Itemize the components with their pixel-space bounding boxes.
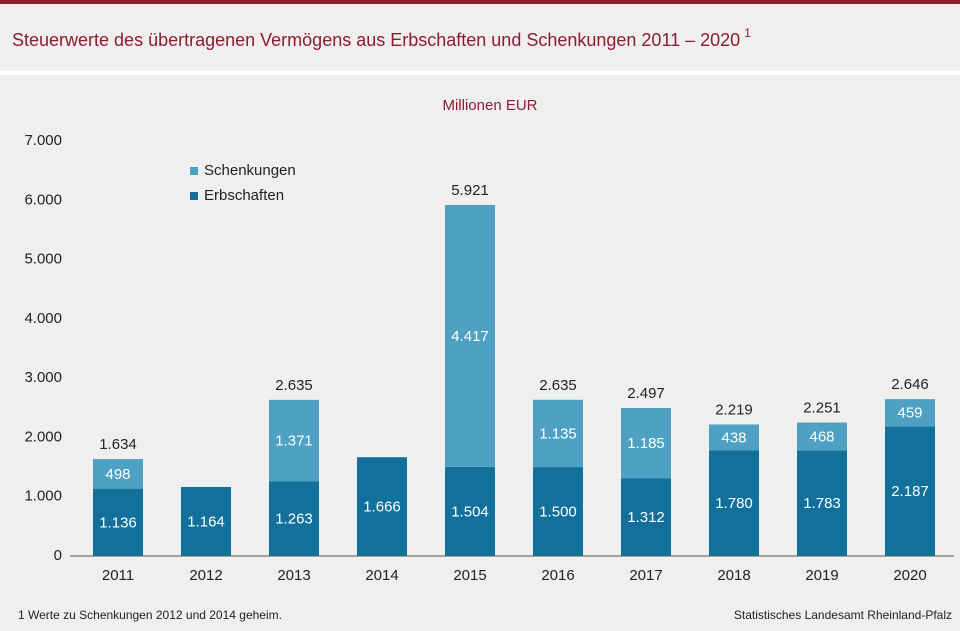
x-tick-label: 2012 bbox=[189, 567, 222, 584]
bar-value-label: 1.500 bbox=[539, 504, 577, 521]
bar-segment bbox=[533, 399, 583, 468]
bar-value-label: 2.187 bbox=[891, 483, 929, 500]
bar-value-label: 1.504 bbox=[451, 503, 489, 520]
footnote: 1 Werte zu Schenkungen 2012 und 2014 geh… bbox=[18, 608, 282, 622]
total-label: 5.921 bbox=[451, 182, 489, 199]
x-tick-label: 2014 bbox=[365, 567, 398, 584]
bar-segment bbox=[621, 478, 671, 556]
bar-value-label: 1.135 bbox=[539, 425, 577, 442]
bar-segment bbox=[269, 481, 319, 556]
bar-segment bbox=[885, 399, 935, 427]
bar-segment bbox=[445, 204, 495, 467]
bar-value-label: 1.136 bbox=[99, 514, 137, 531]
bar-segment bbox=[709, 450, 759, 556]
top-bar bbox=[0, 0, 960, 4]
y-tick-label: 5.000 bbox=[24, 251, 62, 268]
y-tick-label: 6.000 bbox=[24, 191, 62, 208]
title-footnote-mark: 1 bbox=[744, 26, 751, 40]
x-tick-label: 2020 bbox=[893, 567, 926, 584]
legend-swatch bbox=[190, 167, 198, 175]
bar-value-label: 1.164 bbox=[187, 513, 225, 530]
bar-segment bbox=[797, 422, 847, 451]
bar-value-label: 1.371 bbox=[275, 432, 313, 449]
bar-segment bbox=[93, 459, 143, 489]
total-label: 2.219 bbox=[715, 401, 753, 418]
bar-segment bbox=[93, 488, 143, 556]
legend-swatch bbox=[190, 192, 198, 200]
x-tick-label: 2011 bbox=[102, 567, 134, 584]
y-tick-label: 0 bbox=[54, 547, 62, 564]
bar-value-label: 459 bbox=[897, 405, 922, 422]
separator bbox=[0, 71, 960, 75]
bar-value-label: 1.263 bbox=[275, 511, 313, 528]
x-tick-label: 2016 bbox=[541, 567, 574, 584]
bar-segment bbox=[533, 467, 583, 556]
x-tick-label: 2013 bbox=[277, 567, 310, 584]
chart-title: Steuerwerte des übertragenen Vermögens a… bbox=[12, 30, 740, 50]
total-label: 1.634 bbox=[99, 436, 137, 453]
bar-value-label: 468 bbox=[809, 428, 834, 445]
legend-label: Erbschaften bbox=[204, 187, 284, 204]
bar-value-label: 1.783 bbox=[803, 495, 841, 512]
bar-segment bbox=[357, 457, 407, 556]
total-label: 2.646 bbox=[891, 376, 929, 393]
y-tick-label: 4.000 bbox=[24, 310, 62, 327]
bar-value-label: 1.666 bbox=[363, 499, 401, 516]
bar-segment bbox=[445, 466, 495, 556]
x-tick-label: 2018 bbox=[717, 567, 750, 584]
bar-value-label: 1.312 bbox=[627, 509, 665, 526]
total-label: 2.635 bbox=[275, 377, 313, 394]
bar-value-label: 1.780 bbox=[715, 495, 753, 512]
total-label: 2.251 bbox=[803, 400, 841, 417]
x-tick-label: 2015 bbox=[453, 567, 486, 584]
bar-segment bbox=[269, 399, 319, 482]
bar-segment bbox=[621, 407, 671, 479]
bar-segment bbox=[709, 424, 759, 451]
y-tick-label: 7.000 bbox=[24, 132, 62, 149]
y-tick-label: 3.000 bbox=[24, 369, 62, 386]
x-tick-label: 2017 bbox=[629, 567, 662, 584]
legend-label: Schenkungen bbox=[204, 162, 296, 179]
source: Statistisches Landesamt Rheinland-Pfalz bbox=[734, 608, 952, 622]
unit-label: Millionen EUR bbox=[442, 97, 537, 114]
total-label: 2.635 bbox=[539, 377, 577, 394]
bar-value-label: 4.417 bbox=[451, 328, 489, 345]
total-label: 2.497 bbox=[627, 385, 665, 402]
bar-segment bbox=[181, 486, 231, 556]
bar-value-label: 438 bbox=[721, 429, 746, 446]
y-tick-label: 2.000 bbox=[24, 428, 62, 445]
x-tick-label: 2019 bbox=[805, 567, 838, 584]
bar-segment bbox=[797, 450, 847, 556]
bar-value-label: 498 bbox=[105, 466, 130, 483]
bar-value-label: 1.185 bbox=[627, 435, 665, 452]
bar-segment bbox=[885, 426, 935, 556]
y-tick-label: 1.000 bbox=[24, 488, 62, 505]
